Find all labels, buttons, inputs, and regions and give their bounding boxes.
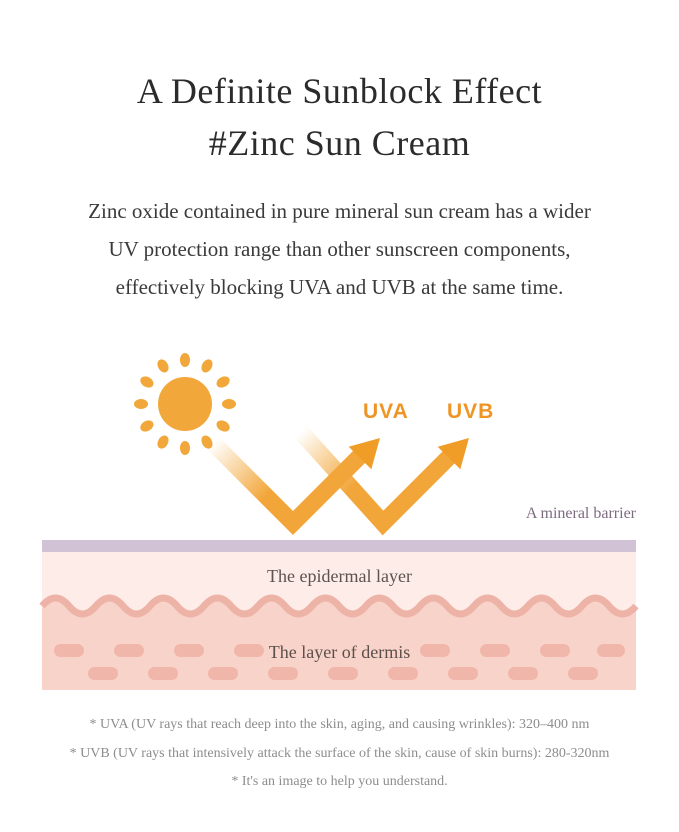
- dermis-layer-block: [42, 598, 636, 690]
- page-title-line2: #Zinc Sun Cream: [208, 123, 471, 163]
- uva-arrowhead: [348, 438, 380, 470]
- intro-text-line1: Zinc oxide contained in pure mineral sun…: [88, 199, 591, 223]
- intro-text-line2: UV protection range than other sunscreen…: [108, 237, 571, 261]
- page-title-line1: A Definite Sunblock Effect: [136, 71, 543, 111]
- mineral-barrier-bar: [42, 540, 636, 552]
- footnote-uva: * UVA (UV rays that reach deep into the …: [89, 717, 590, 732]
- epidermis-dermis-wave-boundary: [39, 594, 639, 618]
- uva-label: UVA: [363, 400, 409, 423]
- sun-core: [158, 377, 212, 431]
- epidermal-layer-label: The epidermal layer: [267, 566, 412, 586]
- dermis-layer-label: The layer of dermis: [268, 642, 411, 662]
- footnote-disclaimer: * It's an image to help you understand.: [231, 774, 448, 789]
- sun-rays: [134, 353, 236, 455]
- footnote-uvb: * UVB (UV rays that intensively attack t…: [69, 746, 610, 761]
- sun-icon: [134, 353, 236, 455]
- uvb-ray-arrow: [294, 426, 469, 536]
- uva-ray-arrow: [206, 436, 380, 536]
- uvb-label: UVB: [447, 400, 495, 423]
- mineral-barrier-label: A mineral barrier: [525, 505, 636, 522]
- uvb-arrowhead: [437, 438, 469, 470]
- intro-text-line3: effectively blocking UVA and UVB at the …: [115, 275, 564, 299]
- dermis-cells: [54, 644, 625, 680]
